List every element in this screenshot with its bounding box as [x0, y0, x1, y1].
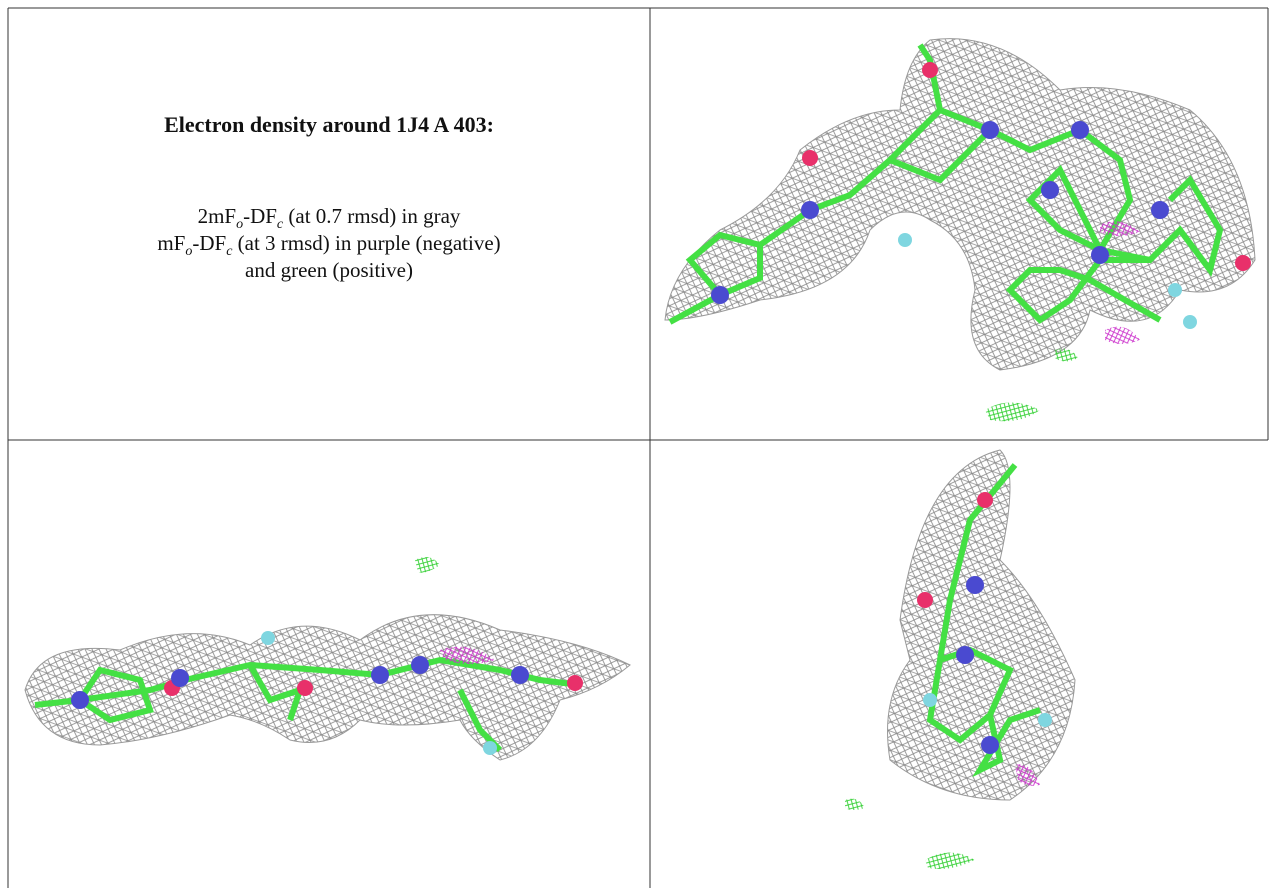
legend-line: and green (positive): [8, 257, 650, 284]
legend-text: (at 0.7 rmsd) in gray: [283, 204, 461, 228]
legend-line: mFo-DFc (at 3 rmsd) in purple (negative): [8, 230, 650, 265]
legend-text: mF: [157, 231, 186, 255]
legend-text: 2mF: [197, 204, 237, 228]
subscript: o: [236, 217, 244, 233]
legend-text: and green (positive): [245, 258, 413, 282]
density-view-bottom-right: [845, 449, 1076, 869]
legend-line: 2mFo-DFc (at 0.7 rmsd) in gray: [8, 203, 650, 238]
subscript: o: [185, 244, 193, 260]
atoms: [711, 62, 1251, 329]
subscript: c: [226, 244, 233, 260]
legend-text: -DF: [192, 231, 227, 255]
legend-text: (at 3 rmsd) in purple (negative): [232, 231, 501, 255]
subscript: c: [276, 217, 284, 233]
legend-text: -DF: [243, 204, 277, 228]
density-view-top: [664, 38, 1256, 422]
density-view-bottom-left: [24, 556, 631, 761]
table-borders: [7, 7, 1269, 888]
figure-title: Electron density around 1J4 A 403:: [164, 112, 494, 137]
